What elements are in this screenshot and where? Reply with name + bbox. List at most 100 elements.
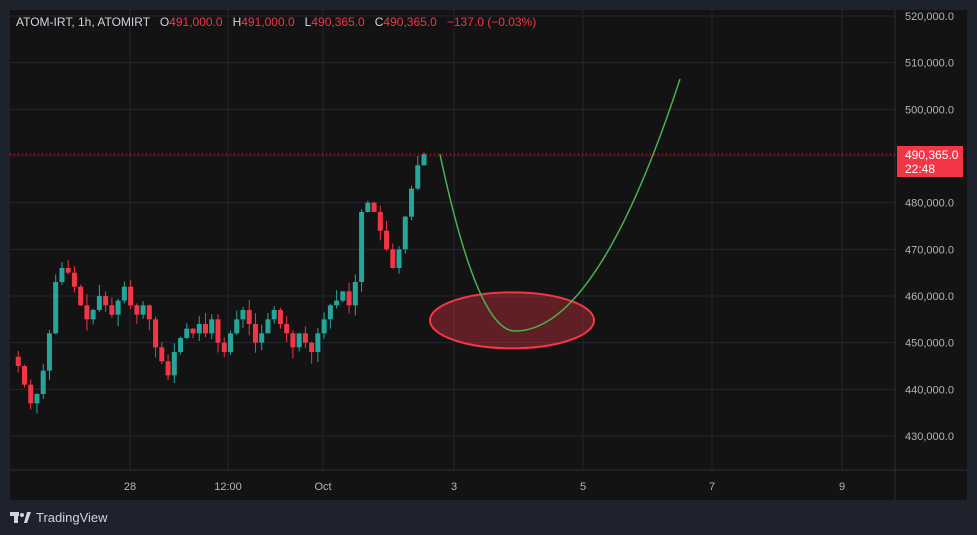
candle-body xyxy=(196,324,202,334)
candle-body xyxy=(321,319,327,334)
candle-body xyxy=(259,333,265,343)
y-tick-label: 430,000.0 xyxy=(905,431,954,443)
candle-body xyxy=(265,319,271,334)
candle-body xyxy=(15,356,21,366)
tradingview-branding[interactable]: TradingView xyxy=(10,510,108,525)
last-price-countdown: 22:48 xyxy=(905,162,936,176)
close-value: 490,365.0 xyxy=(383,15,437,29)
candle-body xyxy=(290,333,296,348)
candle-body xyxy=(84,305,90,320)
candle-body xyxy=(171,352,177,376)
candle-body xyxy=(365,202,371,212)
candle-body xyxy=(165,361,171,376)
candle-body xyxy=(65,268,71,273)
candle-body xyxy=(53,282,59,334)
highlight-ellipse xyxy=(429,291,595,350)
candle-body xyxy=(277,310,283,324)
candle-body xyxy=(178,338,184,352)
candle-body xyxy=(46,333,52,371)
candle-body xyxy=(159,347,165,362)
candle-body xyxy=(271,310,277,320)
candle-body xyxy=(146,305,152,320)
candle-body xyxy=(115,300,121,315)
y-tick-label: 470,000.0 xyxy=(905,244,954,256)
candle-body xyxy=(78,286,84,306)
last-price-value: 490,365.0 xyxy=(905,148,959,162)
y-tick-label: 510,000.0 xyxy=(905,58,954,70)
candle-body xyxy=(340,291,346,301)
candle-body xyxy=(371,202,377,212)
y-tick-label: 440,000.0 xyxy=(905,384,954,396)
candle-body xyxy=(28,384,34,404)
candle-body xyxy=(302,333,308,343)
candle-body xyxy=(327,305,333,320)
y-tick-label: 480,000.0 xyxy=(905,198,954,210)
candle-body xyxy=(21,366,27,385)
candle-body xyxy=(190,328,196,334)
candle-body xyxy=(390,249,396,268)
open-label: O xyxy=(159,15,170,29)
x-tick-label: 3 xyxy=(451,481,457,493)
candle-body xyxy=(421,154,427,166)
high-label: H xyxy=(232,15,242,29)
candle-body xyxy=(240,310,246,320)
candle-body xyxy=(377,212,383,231)
candle-body xyxy=(246,310,252,324)
y-tick-label: 450,000.0 xyxy=(905,338,954,350)
candle-body xyxy=(234,319,240,334)
x-tick-label: Oct xyxy=(314,481,331,493)
candle-body xyxy=(309,342,315,352)
x-tick-label: 7 xyxy=(709,481,715,493)
tradingview-logo-icon xyxy=(10,511,31,523)
x-tick-label: 28 xyxy=(124,481,136,493)
symbol-label: ATOM-IRT, 1h, ATOMIRT xyxy=(16,15,150,29)
x-tick-label: 12:00 xyxy=(214,481,242,493)
open-value: 491,000.0 xyxy=(169,15,223,29)
candle-body xyxy=(346,291,352,306)
y-tick-label: 460,000.0 xyxy=(905,291,954,303)
candle-body xyxy=(128,286,134,306)
candle-body xyxy=(209,319,215,334)
projection-curve xyxy=(439,78,681,332)
change-value: −137.0 (−0.03%) xyxy=(446,15,537,29)
close-label: C xyxy=(374,15,384,29)
candle-body xyxy=(221,342,227,352)
candle-body xyxy=(315,333,321,352)
candle-body xyxy=(153,319,159,348)
candle-body xyxy=(103,296,109,306)
candle-body xyxy=(415,165,421,189)
candle-body xyxy=(34,394,40,404)
candle-body xyxy=(359,212,365,282)
candle-body xyxy=(90,310,96,320)
y-tick-label: 500,000.0 xyxy=(905,104,954,116)
candle-body xyxy=(409,188,415,217)
candle-body xyxy=(352,282,358,306)
last-price-tag: 490,365.0 22:48 xyxy=(897,146,963,177)
plot-area[interactable] xyxy=(10,10,967,500)
candle-body xyxy=(134,305,140,315)
candle-body xyxy=(121,286,127,301)
high-value: 491,000.0 xyxy=(241,15,295,29)
x-tick-label: 5 xyxy=(580,481,586,493)
candle-body xyxy=(296,333,302,348)
candle-body xyxy=(96,296,102,310)
y-tick-label: 520,000.0 xyxy=(905,11,954,23)
candle-body xyxy=(140,305,146,315)
candle-body xyxy=(59,268,65,282)
candle-body xyxy=(203,324,209,334)
candle-body xyxy=(334,300,340,306)
candle-body xyxy=(109,305,115,315)
candle-body xyxy=(215,319,221,343)
low-label: L xyxy=(304,15,312,29)
low-value: 490,365.0 xyxy=(311,15,365,29)
candle-body xyxy=(71,272,77,287)
candle-body xyxy=(40,370,46,394)
candle-body xyxy=(396,249,402,268)
candle-body xyxy=(184,328,190,338)
tradingview-label: TradingView xyxy=(36,510,108,525)
candle-body xyxy=(402,216,408,250)
symbol-header: ATOM-IRT, 1h, ATOMIRT O491,000.0 H491,00… xyxy=(16,15,536,29)
candle-body xyxy=(227,333,233,352)
